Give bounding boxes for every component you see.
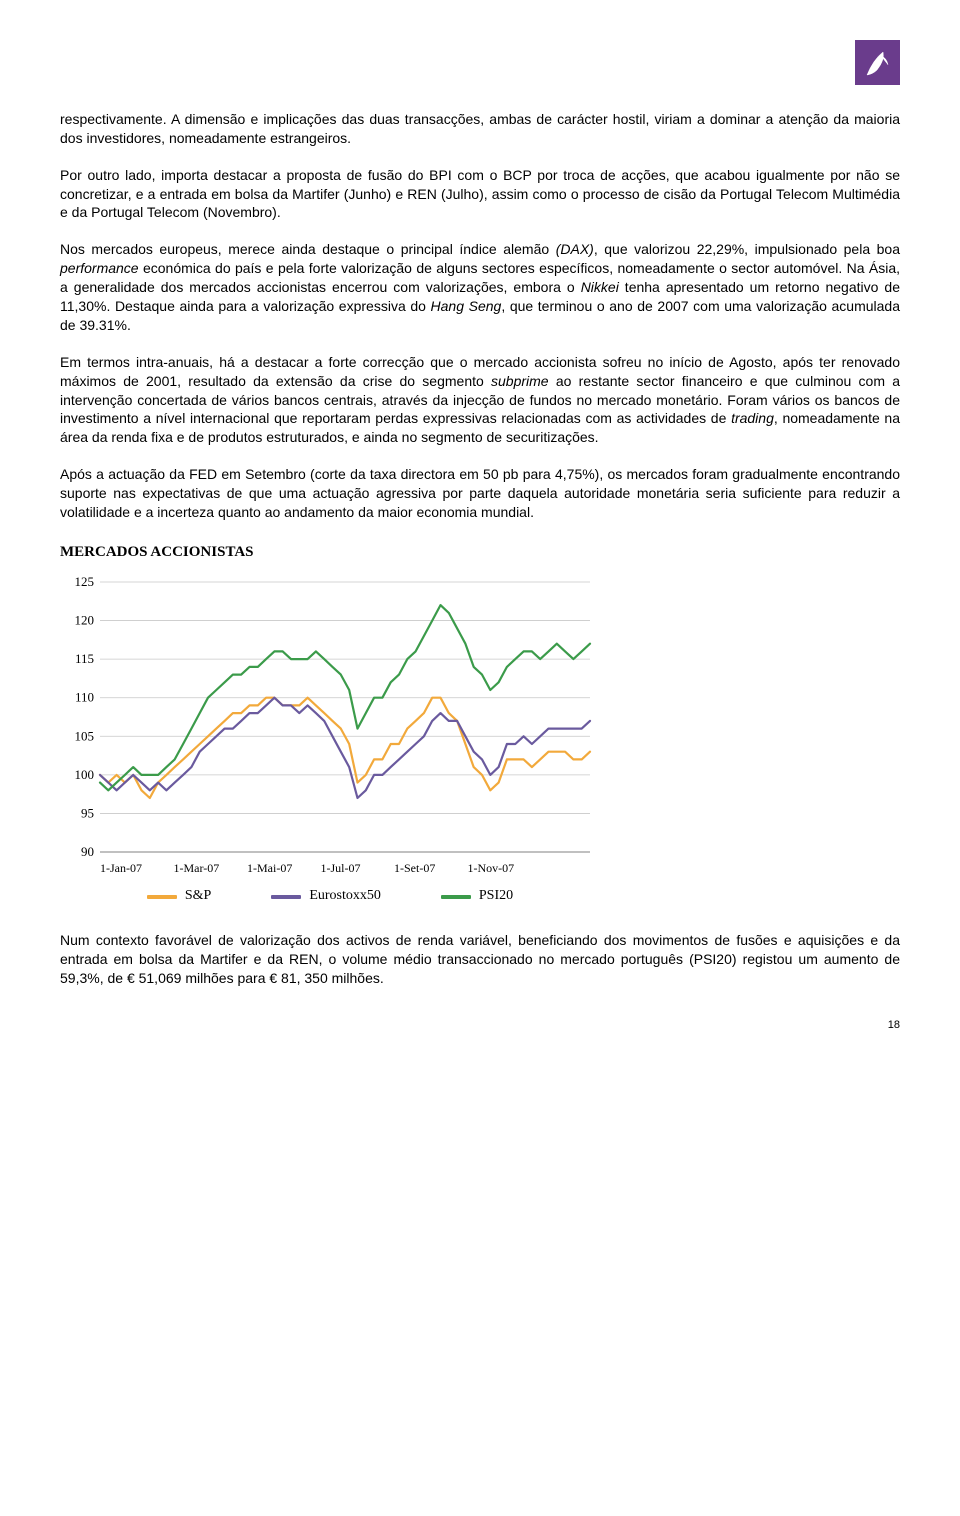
svg-text:1-Mai-07: 1-Mai-07 [247, 861, 292, 875]
text-italic: (DAX) [556, 241, 594, 257]
paragraph-2: Por outro lado, importa destacar a propo… [60, 166, 900, 223]
chart-title: MERCADOS ACCIONISTAS [60, 542, 900, 562]
chart-legend: S&P Eurostoxx50 PSI20 [60, 887, 600, 906]
svg-text:120: 120 [75, 613, 95, 628]
svg-text:1-Nov-07: 1-Nov-07 [468, 861, 515, 875]
svg-text:125: 125 [75, 574, 95, 589]
svg-text:115: 115 [75, 651, 94, 666]
text-italic: performance [60, 260, 139, 276]
svg-text:105: 105 [75, 728, 95, 743]
legend-swatch [441, 895, 471, 899]
text: Nos mercados europeus, merece ainda dest… [60, 241, 556, 257]
text: , que valorizou 22,29%, impulsionado pel… [594, 241, 900, 257]
paragraph-1: respectivamente. A dimensão e implicaçõe… [60, 110, 900, 148]
legend-item-psi: PSI20 [441, 887, 513, 906]
legend-label: PSI20 [479, 887, 513, 906]
text-italic: Nikkei [581, 279, 619, 295]
paragraph-4: Em termos intra-anuais, há a destacar a … [60, 353, 900, 447]
text-italic: subprime [491, 373, 549, 389]
text-italic: Hang Seng [431, 298, 502, 314]
paragraph-6: Num contexto favorável de valorização do… [60, 931, 900, 988]
chart-container: 90 95 100 105 110 115 120 125 1-Jan-07 1-Mar-07 1-… [60, 572, 600, 906]
legend-item-sp: S&P [147, 887, 211, 906]
svg-text:1-Jul-07: 1-Jul-07 [321, 861, 361, 875]
svg-text:95: 95 [81, 806, 94, 821]
svg-text:100: 100 [75, 767, 95, 782]
legend-swatch [271, 895, 301, 899]
legend-item-euro: Eurostoxx50 [271, 887, 381, 906]
svg-text:1-Set-07: 1-Set-07 [394, 861, 435, 875]
svg-text:90: 90 [81, 844, 94, 859]
text-italic: trading [731, 410, 774, 426]
logo-container [60, 40, 900, 90]
legend-swatch [147, 895, 177, 899]
legend-label: S&P [185, 887, 211, 906]
paragraph-3: Nos mercados europeus, merece ainda dest… [60, 240, 900, 334]
paragraph-5: Após a actuação da FED em Setembro (cort… [60, 465, 900, 522]
page-number: 18 [60, 1018, 900, 1033]
svg-text:1-Mar-07: 1-Mar-07 [174, 861, 220, 875]
svg-text:1-Jan-07: 1-Jan-07 [100, 861, 142, 875]
brand-logo [855, 40, 900, 85]
svg-text:110: 110 [75, 690, 94, 705]
legend-label: Eurostoxx50 [309, 887, 381, 906]
mercados-accionistas-chart: 90 95 100 105 110 115 120 125 1-Jan-07 1-Mar-07 1-… [60, 572, 600, 882]
